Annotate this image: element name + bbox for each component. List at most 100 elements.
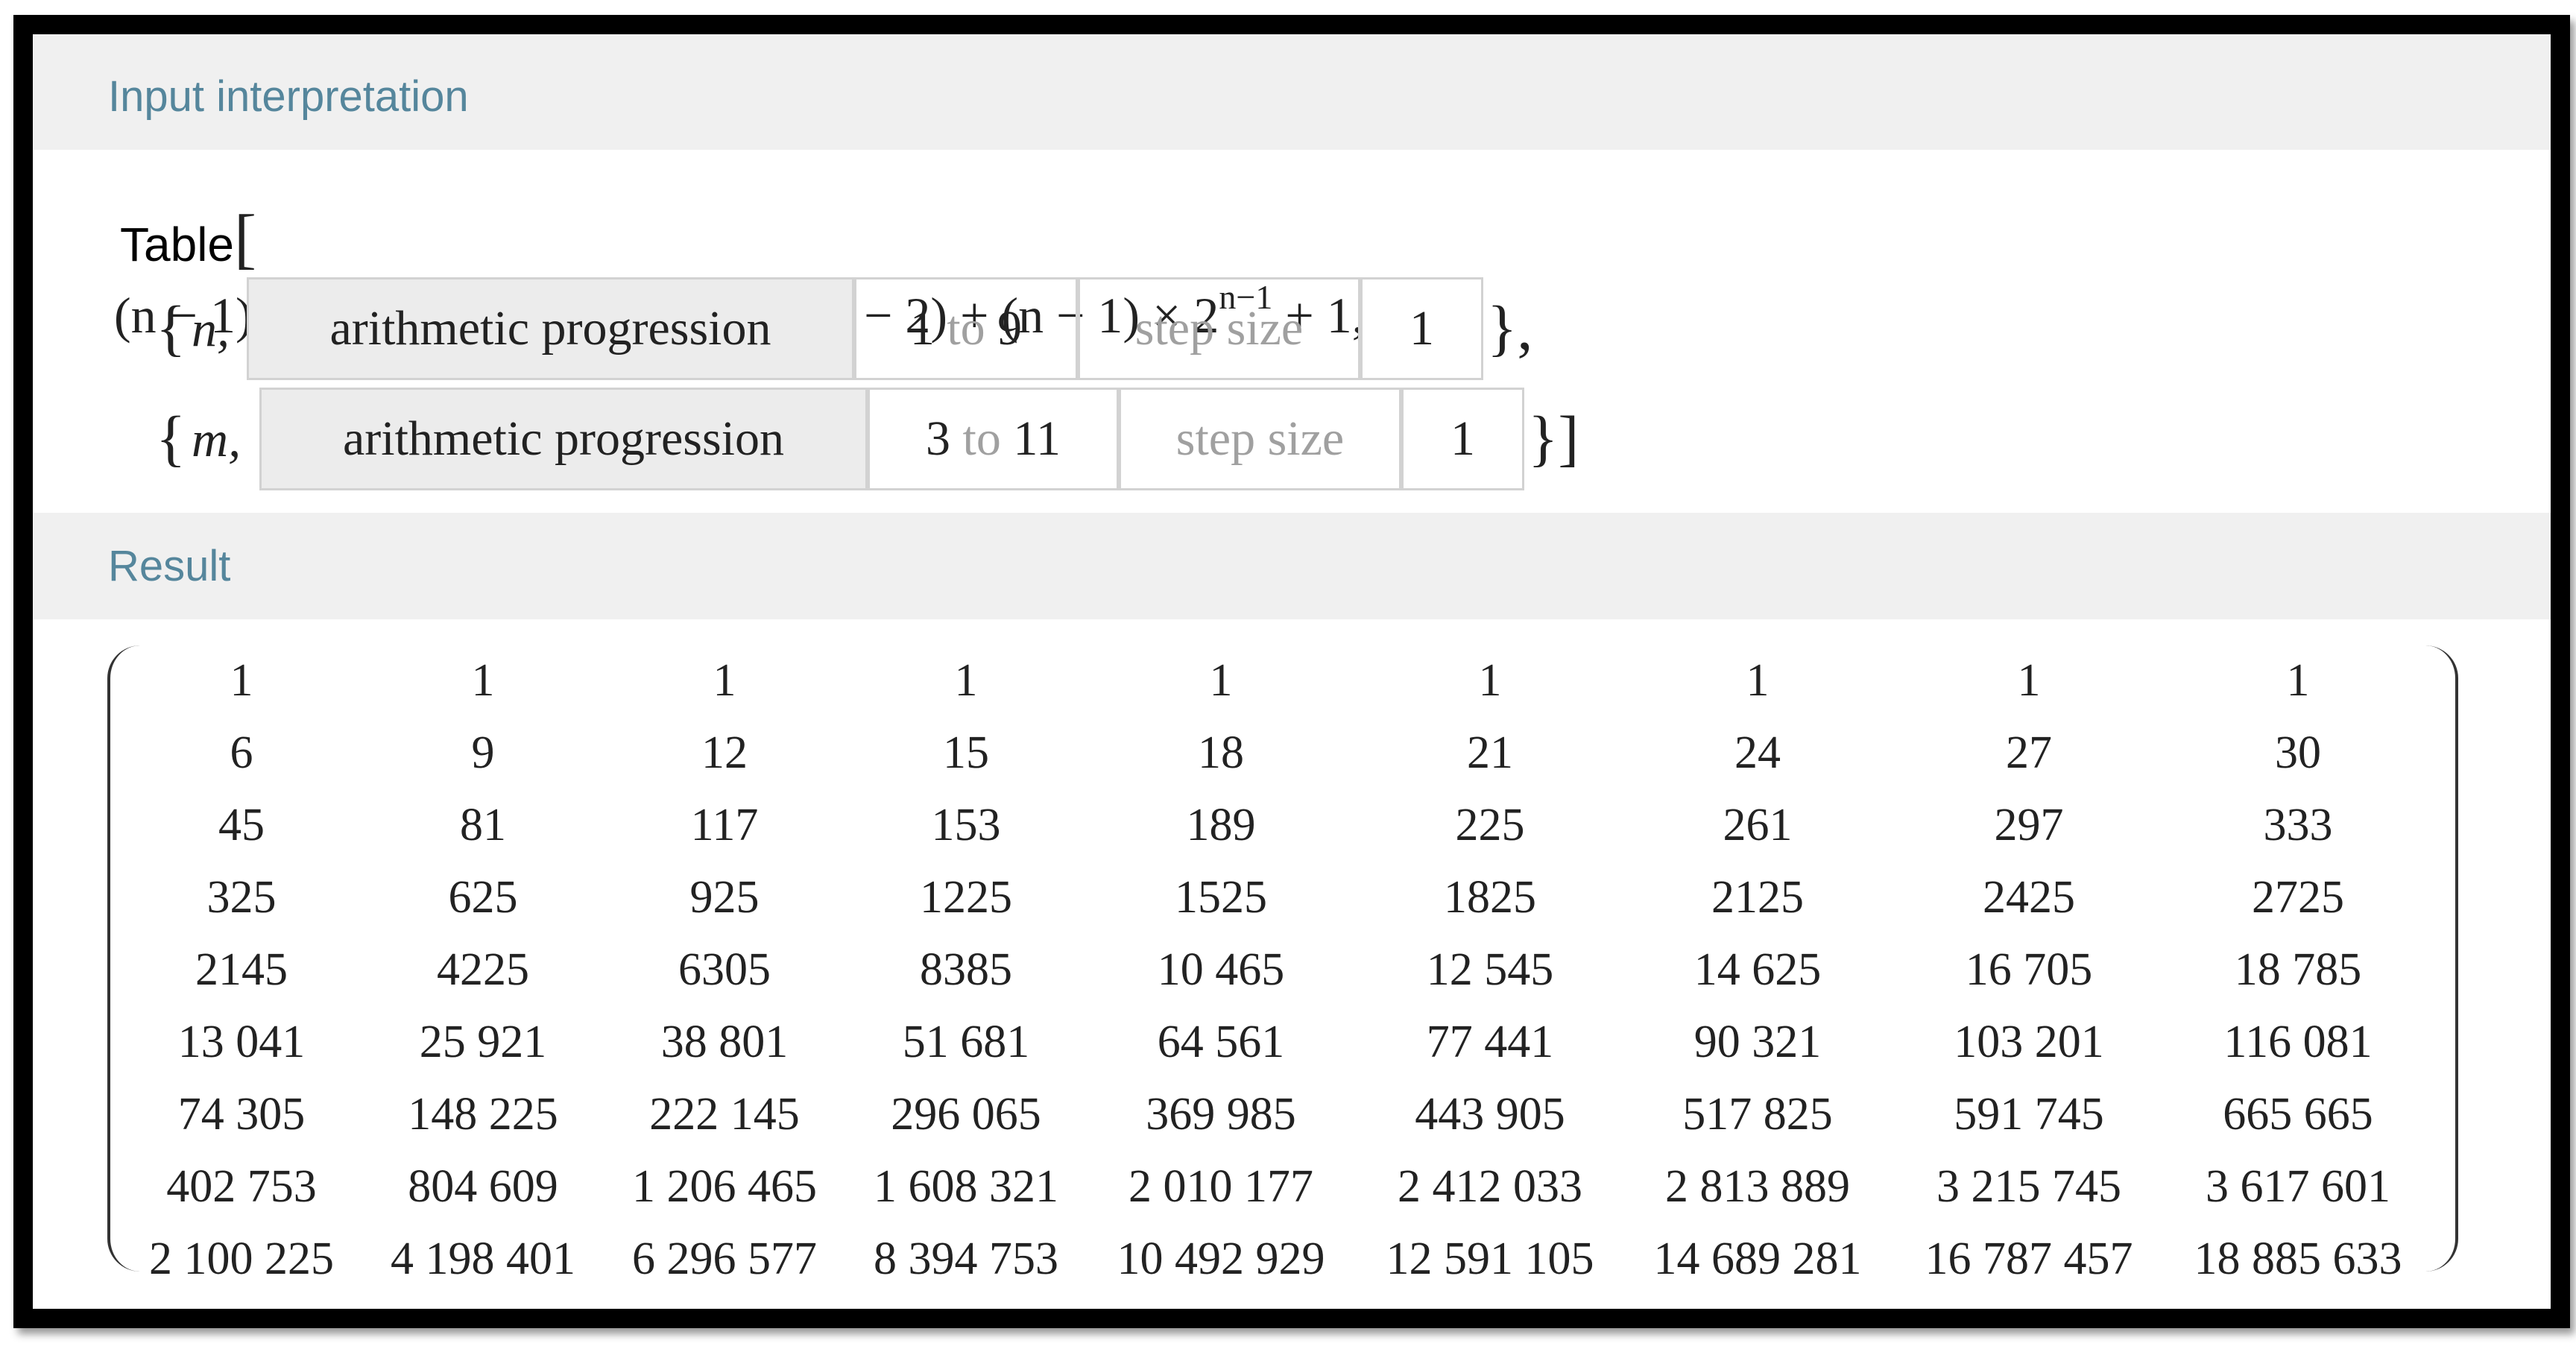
matrix-cell: 14 625: [1693, 944, 1822, 995]
matrix-cell: 1: [713, 655, 736, 706]
matrix-cell: 665 665: [2223, 1089, 2373, 1140]
matrix-cell: 6305: [678, 944, 771, 995]
header-band: [33, 513, 2551, 619]
right-paren: [2425, 645, 2458, 1272]
matrix-cell: 517 825: [1682, 1089, 1833, 1140]
range-variable: n,: [192, 300, 230, 357]
matrix-cell: 1: [1209, 655, 1233, 706]
matrix-cell: 225: [1455, 800, 1525, 850]
step-value: 1: [1360, 277, 1483, 380]
matrix-cell: 13 041: [177, 1017, 306, 1067]
matrix-cell: 90 321: [1693, 1017, 1822, 1067]
brace: {: [156, 404, 186, 473]
matrix-cell: 24: [1734, 727, 1781, 778]
matrix-cell: 1825: [1444, 872, 1536, 923]
matrix-cell: 18 885 633: [2194, 1234, 2402, 1284]
matrix-cell: 30: [2275, 727, 2321, 778]
matrix-cell: 10 465: [1157, 944, 1285, 995]
range-from: 1: [909, 301, 935, 356]
matrix-cell: 443 905: [1415, 1089, 1565, 1140]
matrix-cell: 261: [1723, 800, 1793, 850]
section-header: Result: [108, 542, 231, 590]
matrix-cell: 3 215 745: [1936, 1161, 2121, 1212]
space: [1001, 411, 1014, 467]
step-label: step size: [1119, 388, 1401, 490]
matrix-cell: 325: [206, 872, 277, 923]
range-bounds: 1 to 9: [854, 277, 1078, 380]
matrix-cell: 297: [1994, 800, 2064, 850]
pod-frame: Input interpretation Table[ (n − 1) × 2n…: [13, 15, 2570, 1328]
range-bounds: 3 to 11: [868, 388, 1119, 490]
matrix-cell: 148 225: [408, 1089, 558, 1140]
bracket: [: [234, 202, 256, 276]
matrix-cell: 296 065: [891, 1089, 1041, 1140]
space: [950, 411, 963, 467]
matrix-cell: 1: [2286, 655, 2310, 706]
matrix-cell: 81: [460, 800, 506, 850]
matrix-cell: 77 441: [1426, 1017, 1554, 1067]
matrix-cell: 16 705: [1965, 944, 2093, 995]
matrix-cell: 2 010 177: [1128, 1161, 1313, 1212]
matrix-cell: 1: [471, 655, 495, 706]
range-kind: arithmetic progression: [259, 388, 868, 490]
function-name: Table: [120, 218, 234, 271]
section-header: Input interpretation: [108, 72, 469, 121]
matrix-cell: 1: [954, 655, 978, 706]
matrix-cell: 402 753: [166, 1161, 317, 1212]
matrix-cell: 16 787 457: [1925, 1234, 2133, 1284]
matrix-cell: 4225: [437, 944, 529, 995]
matrix-cell: 6: [230, 727, 253, 778]
matrix-cell: 25 921: [419, 1017, 547, 1067]
matrix-cell: 1 206 465: [632, 1161, 817, 1212]
matrix-cell: 333: [2263, 800, 2333, 850]
closing: },: [1487, 294, 1533, 363]
matrix-cell: 6 296 577: [632, 1234, 817, 1284]
matrix-cell: 2 412 033: [1398, 1161, 1582, 1212]
matrix-cell: 74 305: [177, 1089, 306, 1140]
matrix-cell: 1: [230, 655, 253, 706]
matrix-cell: 9: [471, 727, 495, 778]
closing: }]: [1528, 404, 1579, 473]
matrix-cell: 8 394 753: [874, 1234, 1058, 1284]
matrix-cell: 2425: [1983, 872, 2075, 923]
matrix-cell: 1 608 321: [874, 1161, 1058, 1212]
matrix-cell: 1: [2017, 655, 2041, 706]
matrix-cell: 625: [448, 872, 518, 923]
matrix-cell: 12 591 105: [1386, 1234, 1594, 1284]
left-paren: [107, 645, 140, 1272]
matrix-cell: 103 201: [1954, 1017, 2104, 1067]
matrix-cell: 1225: [920, 872, 1012, 923]
matrix-cell: 21: [1467, 727, 1513, 778]
range-from: 3: [926, 411, 951, 466]
space: [935, 300, 947, 357]
matrix-cell: 2 813 889: [1665, 1161, 1850, 1212]
space: [985, 300, 998, 357]
matrix-cell: 222 145: [649, 1089, 800, 1140]
range-until: 9: [997, 301, 1023, 356]
matrix-cell: 189: [1186, 800, 1256, 850]
range-until: 11: [1013, 411, 1061, 466]
matrix-cell: 591 745: [1954, 1089, 2104, 1140]
matrix-cell: 18: [1198, 727, 1244, 778]
matrix-cell: 2125: [1711, 872, 1804, 923]
matrix-cell: 153: [931, 800, 1001, 850]
matrix-cell: 10 492 929: [1117, 1234, 1325, 1284]
matrix-cell: 4 198 401: [391, 1234, 575, 1284]
header-band: [33, 34, 2551, 150]
matrix-cell: 804 609: [408, 1161, 558, 1212]
matrix-cell: 15: [943, 727, 989, 778]
matrix-cell: 1: [1746, 655, 1770, 706]
matrix-cell: 18 785: [2234, 944, 2362, 995]
matrix-cell: 38 801: [660, 1017, 789, 1067]
matrix-cell: 1525: [1175, 872, 1267, 923]
step-value: 1: [1401, 388, 1524, 490]
formula-line: Table[ (n − 1) × 2n−2 ((n − 1) × 2n−1 + …: [108, 187, 1365, 344]
range-to: to: [947, 301, 985, 356]
matrix-cell: 12: [701, 727, 748, 778]
matrix-cell: 369 985: [1146, 1089, 1296, 1140]
matrix-cell: 8385: [920, 944, 1012, 995]
matrix-cell: 45: [218, 800, 265, 850]
exponent: n−1: [1219, 278, 1273, 316]
matrix-cell: 2145: [195, 944, 288, 995]
